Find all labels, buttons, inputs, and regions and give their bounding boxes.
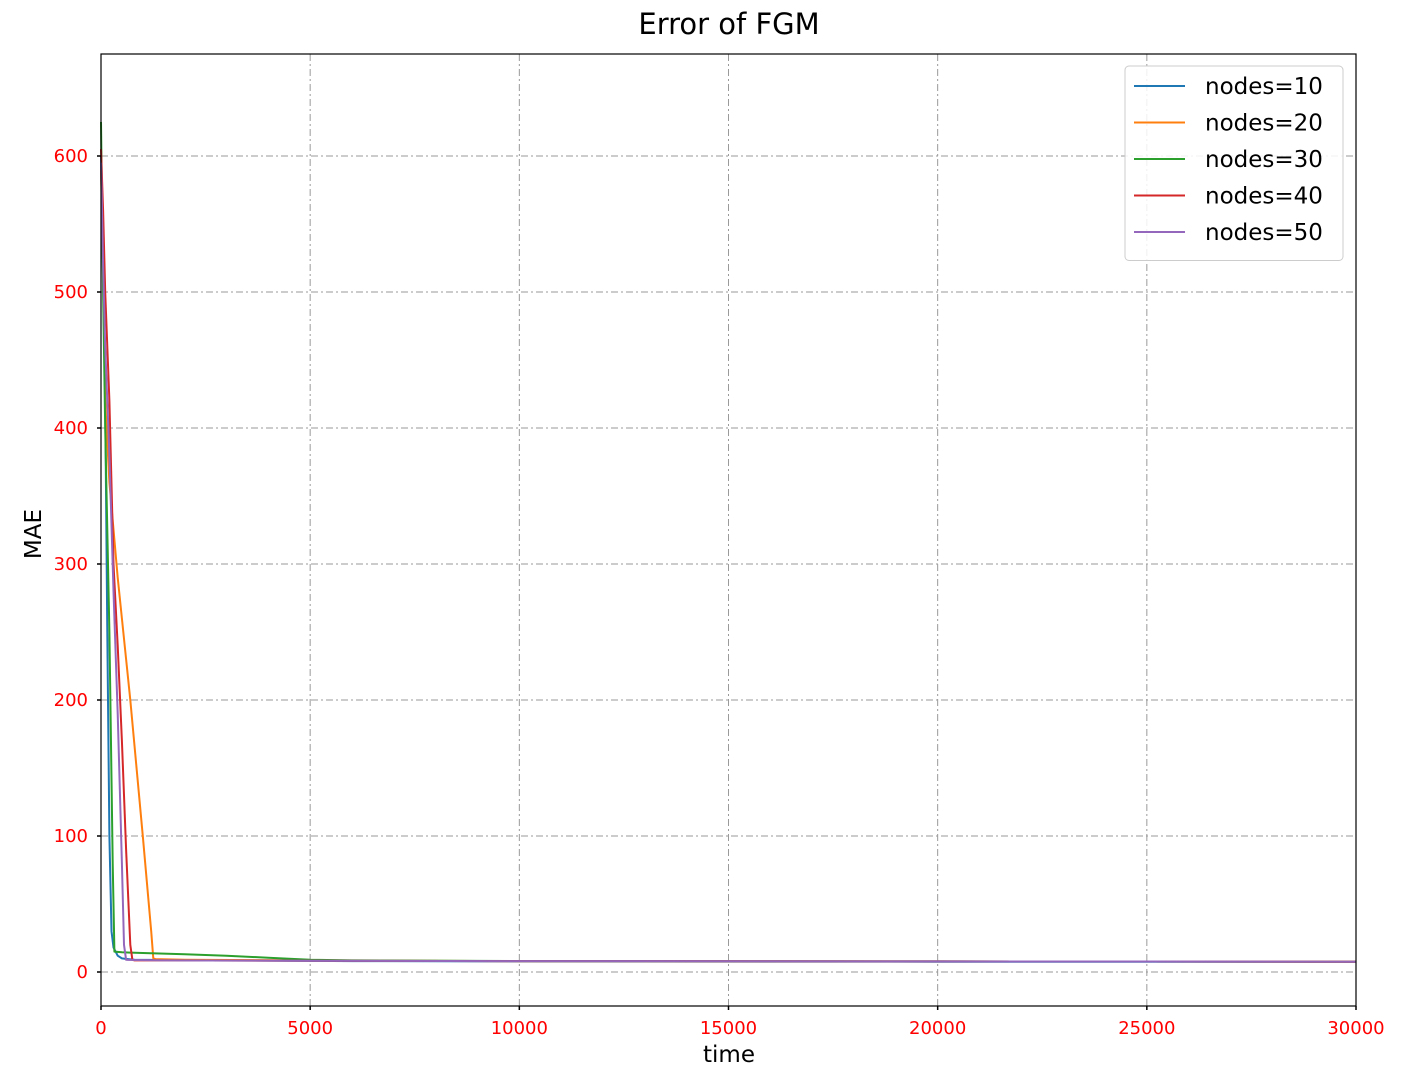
- legend-label: nodes=30: [1205, 147, 1323, 173]
- x-tick-label: 15000: [700, 1018, 757, 1039]
- legend-label: nodes=20: [1205, 111, 1323, 137]
- y-tick-label: 400: [54, 418, 88, 439]
- y-tick-label: 300: [54, 554, 88, 575]
- legend-label: nodes=40: [1205, 184, 1323, 210]
- x-tick-label: 0: [95, 1018, 106, 1039]
- x-tick-label: 10000: [491, 1018, 548, 1039]
- x-tick-label: 5000: [287, 1018, 333, 1039]
- axis-ticks: 0 5000 10000 15000 20000 25000 30000 0 100 200 300…: [54, 146, 1385, 1039]
- y-axis-label: MAE: [21, 509, 47, 559]
- y-tick-label: 100: [54, 826, 88, 847]
- legend: nodes=10 nodes=20 nodes=30 nodes=40 nodes=50: [1124, 65, 1344, 261]
- x-tick-label: 30000: [1327, 1018, 1384, 1039]
- series-lines: [100, 121, 1357, 963]
- chart-title: Error of FGM: [638, 7, 819, 41]
- y-tick-label: 200: [54, 690, 88, 711]
- series-line: [100, 162, 1357, 963]
- y-tick-label: 0: [77, 962, 88, 983]
- legend-label: nodes=50: [1205, 220, 1323, 246]
- x-axis-label: time: [703, 1042, 755, 1068]
- x-tick-label: 25000: [1118, 1018, 1175, 1039]
- y-tick-label: 600: [54, 146, 88, 167]
- legend-label: nodes=10: [1205, 74, 1323, 100]
- y-tick-label: 500: [54, 282, 88, 303]
- x-tick-label: 20000: [909, 1018, 966, 1039]
- legend-box: [1124, 65, 1344, 261]
